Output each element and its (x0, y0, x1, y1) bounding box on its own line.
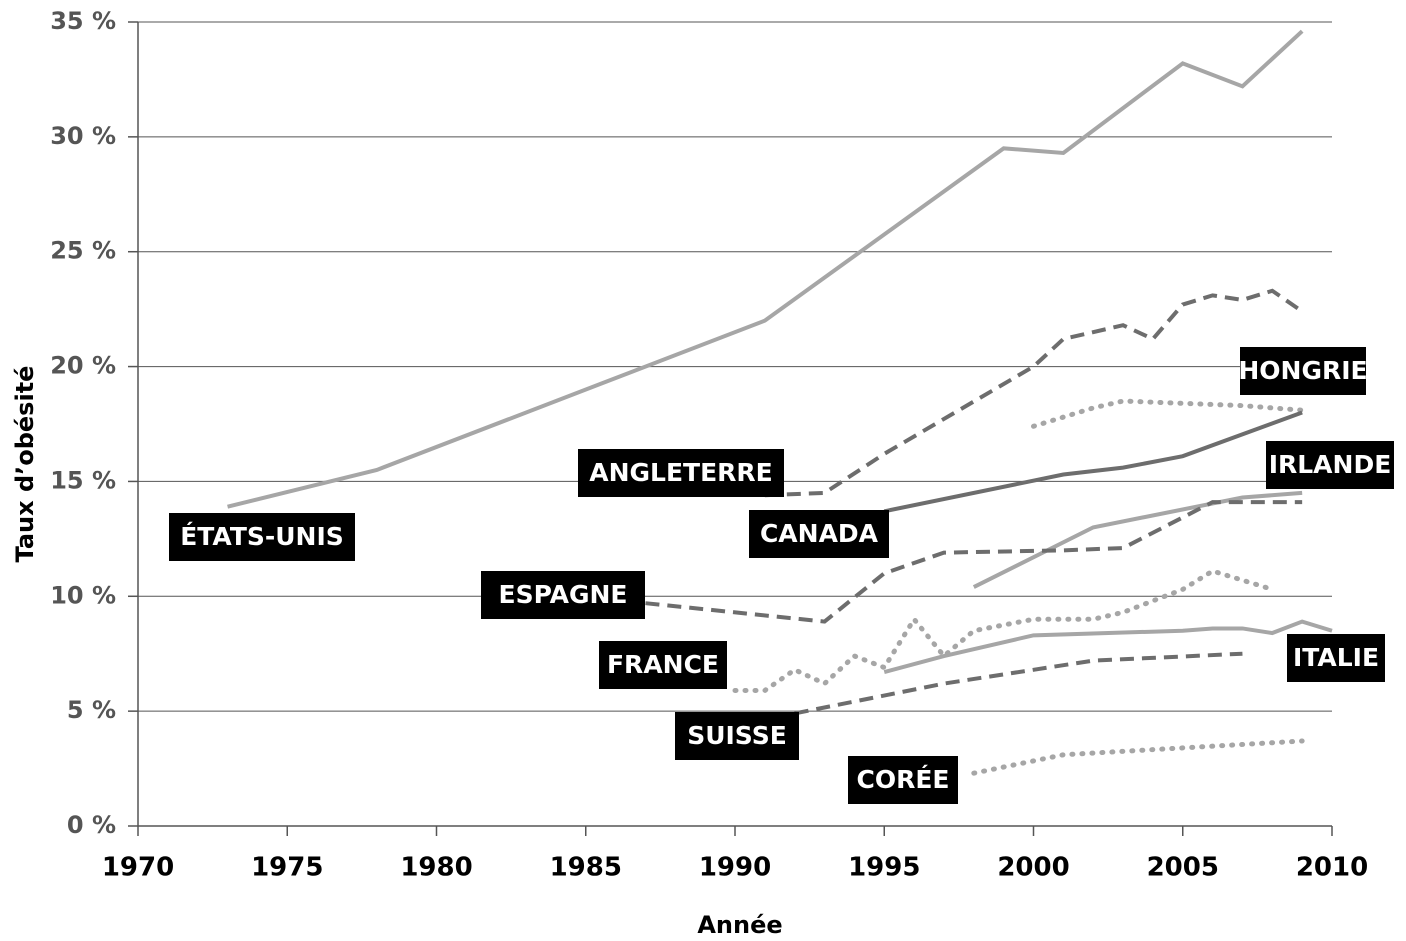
x-tick-label: 1970 (102, 853, 174, 883)
x-tick-label: 1975 (251, 853, 323, 883)
series-label-box (169, 513, 355, 561)
series-line (764, 288, 1304, 498)
series-label: CANADA (760, 519, 879, 548)
series-line (883, 410, 1303, 514)
y-tick-label: 10 % (50, 581, 116, 609)
x-tick-label: 1995 (848, 853, 920, 883)
series-label: IRLANDE (1269, 450, 1392, 479)
y-tick-label: 35 % (50, 7, 116, 35)
x-tick-label: 2010 (1296, 853, 1368, 883)
x-tick-label: 1980 (400, 853, 472, 883)
x-tick-label: 2000 (997, 853, 1069, 883)
x-axis-label: Année (697, 911, 782, 939)
series-label: ITALIE (1293, 643, 1379, 672)
x-tick-label: 2005 (1147, 853, 1219, 883)
series-label: CORÉE (856, 765, 949, 794)
series-label: HONGRIE (1238, 356, 1367, 385)
series-label: ESPAGNE (499, 580, 628, 609)
series-label-box (675, 712, 799, 760)
series-label-box (481, 571, 645, 619)
y-tick-label: 0 % (67, 811, 116, 839)
series-line (645, 500, 1303, 624)
y-tick-label: 5 % (67, 696, 116, 724)
y-tick-label: 25 % (50, 237, 116, 265)
series-label-box (1240, 347, 1366, 395)
series-label: ÉTATS-UNIS (180, 522, 344, 551)
x-tick-label: 1990 (699, 853, 771, 883)
y-tick-label: 30 % (50, 122, 116, 150)
series-label-box (848, 756, 958, 804)
series-label: SUISSE (687, 721, 787, 750)
y-tick-label: 15 % (50, 466, 116, 494)
series-label: ANGLETERRE (589, 458, 773, 487)
series-line (972, 490, 1303, 589)
series-line (794, 651, 1243, 716)
series-label-box (1266, 441, 1394, 489)
series-line (883, 619, 1333, 675)
y-tick-label: 20 % (50, 352, 116, 380)
series-line (227, 29, 1304, 509)
series-label-box (599, 641, 727, 689)
series-line (971, 738, 1305, 776)
series-label-box (749, 510, 889, 558)
series-label: FRANCE (607, 650, 719, 679)
series-line (732, 568, 1275, 693)
series-label-box (578, 449, 784, 497)
series-line (1031, 398, 1305, 429)
x-tick-label: 1985 (550, 853, 622, 883)
y-axis-label: Taux d’obésité (11, 366, 39, 563)
series-label-box (1287, 634, 1385, 682)
